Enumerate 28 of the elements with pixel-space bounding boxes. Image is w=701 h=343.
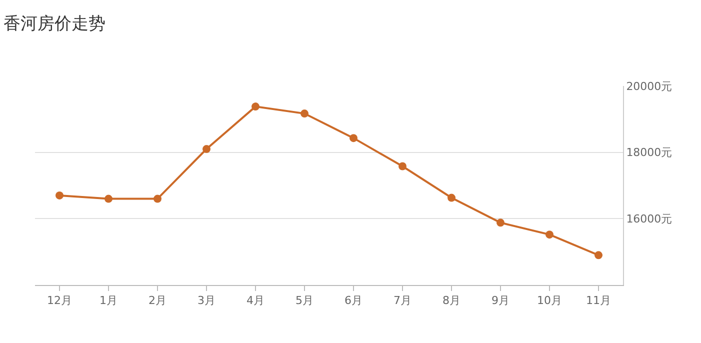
y-tick-label: 20000元 bbox=[626, 80, 672, 93]
point bbox=[398, 162, 406, 170]
point bbox=[594, 251, 602, 260]
x-tick-label: 4月 bbox=[246, 294, 264, 308]
x-tick-label: 10月 bbox=[537, 294, 562, 308]
x-tick-label: 5月 bbox=[296, 294, 314, 308]
x-tick-label: 7月 bbox=[394, 294, 412, 308]
chart-title: 香河房价走势 bbox=[4, 14, 106, 34]
x-tick-label: 3月 bbox=[198, 294, 216, 308]
point bbox=[546, 230, 554, 239]
x-tick-label: 9月 bbox=[492, 294, 510, 308]
x-tick-label: 1月 bbox=[100, 294, 118, 308]
point bbox=[56, 191, 64, 200]
point bbox=[104, 194, 112, 203]
x-tick-label: 11月 bbox=[586, 294, 611, 308]
x-tick-label: 6月 bbox=[344, 294, 362, 308]
point bbox=[448, 194, 456, 202]
y-tick-label: 16000元 bbox=[626, 212, 672, 226]
x-tick-label: 12月 bbox=[47, 294, 72, 308]
point bbox=[154, 194, 162, 203]
point bbox=[300, 110, 308, 118]
x-tick-label: 8月 bbox=[442, 294, 460, 308]
x-tick-label: 2月 bbox=[148, 294, 166, 308]
point bbox=[202, 145, 210, 154]
point bbox=[496, 218, 504, 227]
y-tick-label: 18000元 bbox=[626, 146, 672, 160]
point bbox=[350, 134, 358, 142]
point bbox=[252, 102, 260, 111]
